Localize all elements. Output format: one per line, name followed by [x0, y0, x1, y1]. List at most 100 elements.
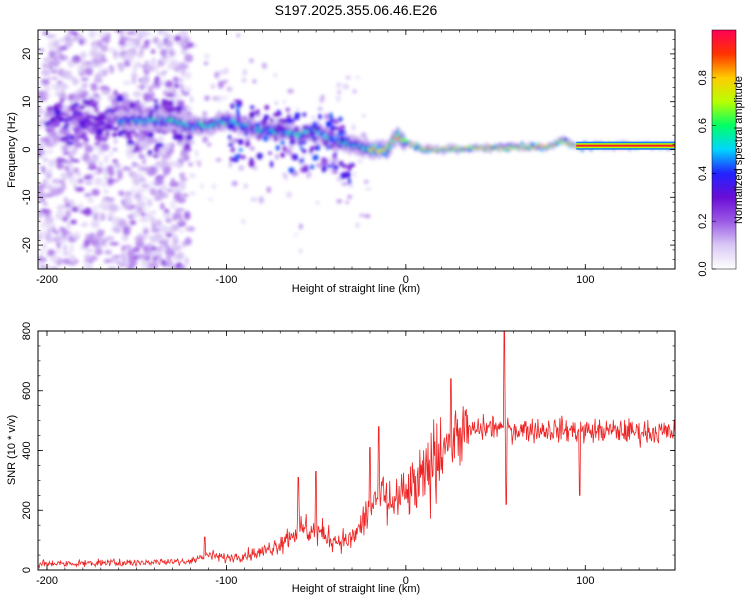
noise-cell: [131, 209, 141, 218]
noise-cell: [58, 179, 65, 184]
plume-cell: [329, 127, 336, 132]
noise-cell: [61, 252, 72, 256]
noise-cell: [165, 226, 174, 233]
band-cell: [60, 112, 66, 117]
noise-cell: [164, 40, 174, 48]
band-cell: [93, 122, 102, 127]
band-cell: [46, 111, 55, 116]
noise-cell: [287, 88, 294, 94]
noise-cell: [173, 192, 178, 202]
plume-cell: [326, 121, 331, 129]
noise-cell: [174, 208, 185, 212]
noise-cell: [203, 61, 209, 66]
noise-cell: [125, 30, 136, 36]
plume-cell: [322, 139, 328, 147]
noise-cell: [139, 167, 150, 172]
noise-cell: [73, 177, 78, 186]
noise-cell: [162, 210, 172, 219]
noise-cell: [139, 49, 144, 54]
y-tick-label: 200: [21, 501, 33, 519]
noise-cell: [361, 114, 366, 118]
x-tick-label: 0: [403, 575, 409, 587]
band-cell: [112, 127, 120, 131]
colorbar-tick-label: 0.6: [697, 118, 709, 133]
plume-cell: [233, 154, 239, 159]
plume-cell: [230, 147, 235, 153]
noise-cell: [84, 180, 93, 186]
band-cell: [51, 121, 56, 128]
noise-cell: [142, 225, 149, 230]
noise-cell: [65, 145, 72, 149]
noise-cell: [53, 45, 61, 50]
noise-cell: [150, 227, 161, 233]
noise-cell: [158, 192, 169, 199]
noise-cell: [336, 176, 342, 182]
noise-cell: [89, 49, 98, 58]
noise-cell: [59, 38, 66, 42]
noise-cell: [184, 257, 190, 266]
band-cell: [135, 144, 140, 152]
noise-cell: [56, 80, 63, 85]
plume-cell: [331, 136, 335, 144]
noise-cell: [218, 69, 225, 76]
noise-cell: [165, 252, 172, 260]
noise-cell: [52, 230, 60, 235]
noise-cell: [161, 73, 166, 78]
noise-cell: [160, 157, 167, 167]
x-tick-label: 0: [403, 274, 409, 286]
band-cell: [99, 127, 109, 131]
noise-cell: [80, 223, 88, 227]
noise-cell: [82, 265, 88, 269]
noise-cell: [182, 38, 190, 43]
band-cell: [153, 103, 159, 110]
noise-cell: [169, 200, 177, 209]
noise-cell: [56, 204, 66, 210]
ridge-cell: [543, 144, 547, 147]
noise-cell: [170, 178, 176, 183]
band-cell: [133, 131, 139, 138]
noise-cell: [38, 191, 46, 198]
noise-cell: [92, 44, 99, 48]
noise-cell: [153, 195, 161, 201]
noise-cell: [130, 187, 136, 195]
noise-cell: [91, 188, 100, 197]
noise-cell: [134, 236, 144, 241]
noise-cell: [202, 111, 208, 116]
noise-cell: [62, 172, 68, 182]
noise-cell: [81, 83, 89, 88]
noise-cell: [74, 187, 85, 192]
plume-cell: [302, 140, 307, 145]
plume-cell: [237, 99, 242, 107]
noise-cell: [41, 68, 51, 77]
band-cell: [161, 98, 167, 104]
plume-cell: [228, 134, 232, 140]
noise-cell: [179, 41, 189, 48]
band-cell: [153, 146, 160, 153]
noise-cell: [117, 218, 127, 227]
noise-cell: [252, 79, 257, 84]
x-tick-label: -100: [215, 575, 237, 587]
noise-cell: [149, 92, 155, 99]
plume-cell: [329, 144, 334, 150]
noise-cell: [150, 49, 156, 55]
x-tick-label: -200: [36, 274, 58, 286]
noise-cell: [231, 180, 238, 187]
plume-cell: [298, 141, 303, 146]
noise-cell: [49, 188, 60, 196]
snr-series-line: [38, 331, 675, 570]
plume-cell: [292, 115, 300, 120]
plume-cell: [232, 157, 239, 163]
noise-cell: [136, 85, 147, 89]
noise-cell: [62, 244, 68, 253]
band-cell: [94, 107, 100, 113]
x-tick-label: -100: [215, 274, 237, 286]
band-cell: [184, 143, 191, 149]
noise-cell: [83, 176, 91, 180]
noise-cell: [90, 219, 100, 229]
noise-cell: [282, 99, 287, 105]
band-cell: [92, 100, 99, 104]
noise-cell: [109, 241, 120, 246]
noise-cell: [147, 85, 154, 93]
flat-ridge-core: [576, 144, 675, 147]
noise-cell: [179, 62, 186, 71]
